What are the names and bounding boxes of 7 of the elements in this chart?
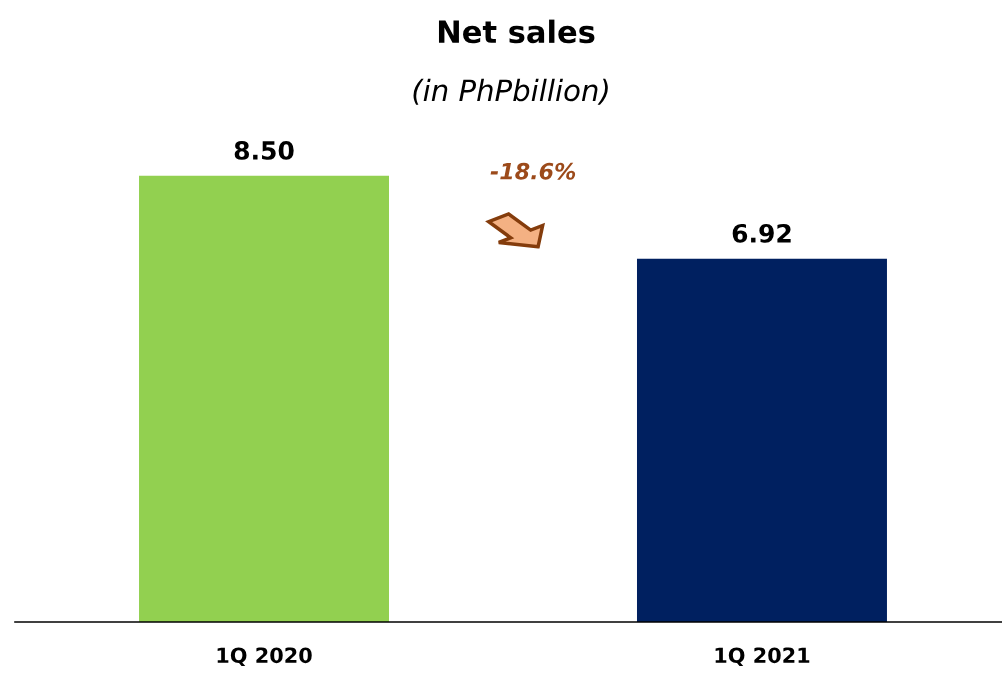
x-tick-label: 1Q 2020 — [217, 647, 312, 666]
annotation: -18.6% — [490, 162, 576, 180]
data-label: 6.92 — [732, 223, 791, 243]
data-label: 8.50 — [234, 140, 294, 160]
chart-title: Net sales — [438, 19, 595, 44]
x-tick-label: 1Q 2021 — [715, 647, 810, 666]
chart-subtitle: (in PhPbillion) — [413, 78, 608, 105]
